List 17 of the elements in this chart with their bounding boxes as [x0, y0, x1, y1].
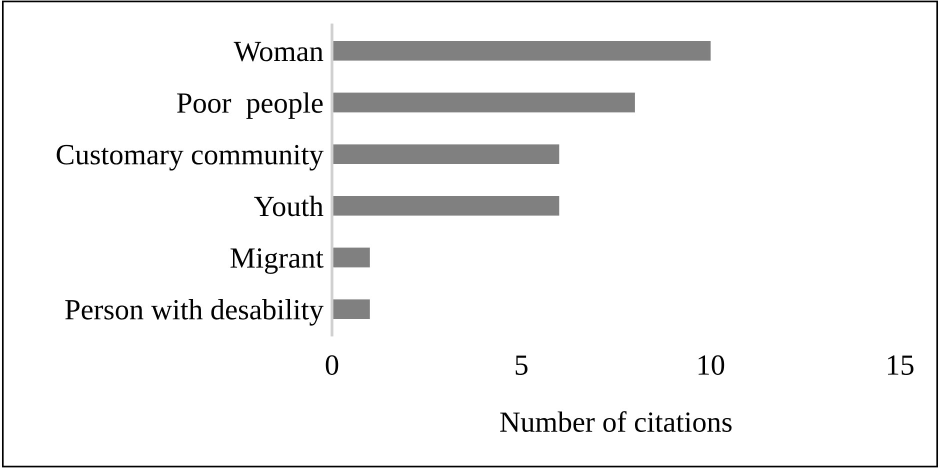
bar: [332, 248, 370, 268]
y-tick-label: Youth: [254, 196, 324, 216]
bar: [332, 41, 711, 61]
bar: [332, 196, 560, 216]
x-axis-title: Number of citations: [500, 411, 732, 432]
y-tick-label: Poor people: [177, 92, 323, 119]
y-tick-label: Migrant: [230, 248, 324, 274]
x-tick-label: 10: [698, 355, 724, 375]
x-tick-label: 15: [888, 355, 914, 375]
bar: [332, 144, 560, 164]
y-tick-label: Woman: [234, 42, 324, 62]
bar: [332, 299, 370, 319]
y-tick-label: Person with desability: [65, 299, 324, 326]
bar: [332, 92, 635, 112]
x-tick-label: 5: [516, 356, 528, 375]
y-tick-label: Customary community: [56, 144, 324, 171]
x-tick-label: 0: [326, 355, 338, 375]
